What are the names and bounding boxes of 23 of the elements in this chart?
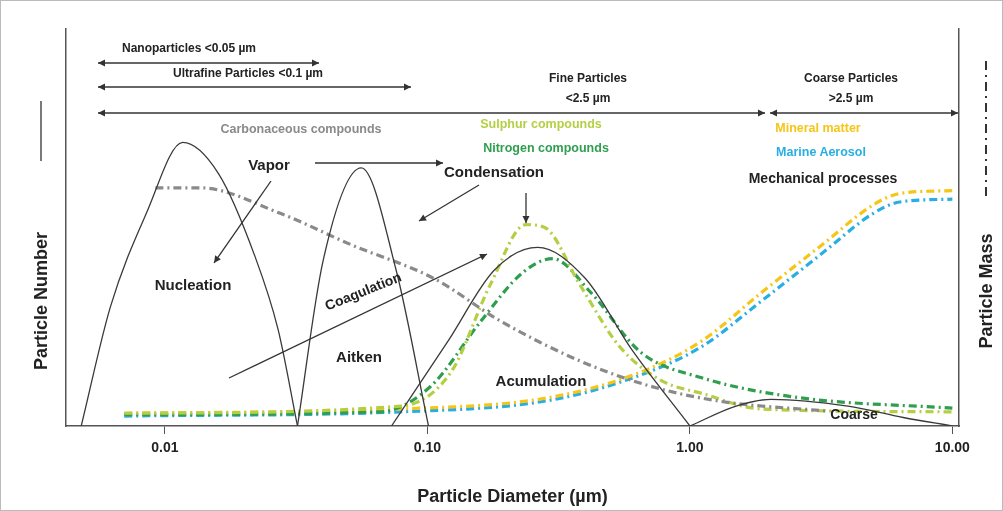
y-axis-title: Particle Number (30, 231, 52, 371)
x-tick-label: 0.10 (413, 439, 442, 456)
x-axis-title: Particle Diameter (µm) (417, 486, 608, 507)
text: Mineral matter (775, 121, 861, 135)
text: Carbonaceous compounds (220, 122, 382, 136)
x-tick-label: 1.00 (676, 439, 704, 456)
x-tick-label: 10.00 (934, 439, 971, 456)
text: Ultrafine Particles <0.1 µm (172, 65, 324, 82)
annotation: Condensation (444, 162, 544, 180)
text: Fine Particles <2.5 µm (547, 70, 628, 107)
text: Sulphur compounds (480, 117, 602, 131)
annotation: Vapor (248, 155, 290, 173)
text: Coarse Particles >2.5 µm (802, 70, 900, 107)
text: Marine Aerosol (776, 145, 866, 159)
text: Nanoparticles <0.05 µm (121, 40, 257, 57)
x-tick-label: 0.01 (151, 439, 179, 456)
annotation: Acumulation (495, 371, 587, 389)
text: Nitrogen compounds (483, 141, 609, 155)
y2-axis-title: Particle Mass (975, 233, 997, 349)
annotation: Aitken (336, 347, 382, 365)
annotation: Mechanical processes (748, 170, 898, 186)
annotation: Coarse (830, 406, 878, 422)
annotation: Nucleation (154, 275, 232, 293)
